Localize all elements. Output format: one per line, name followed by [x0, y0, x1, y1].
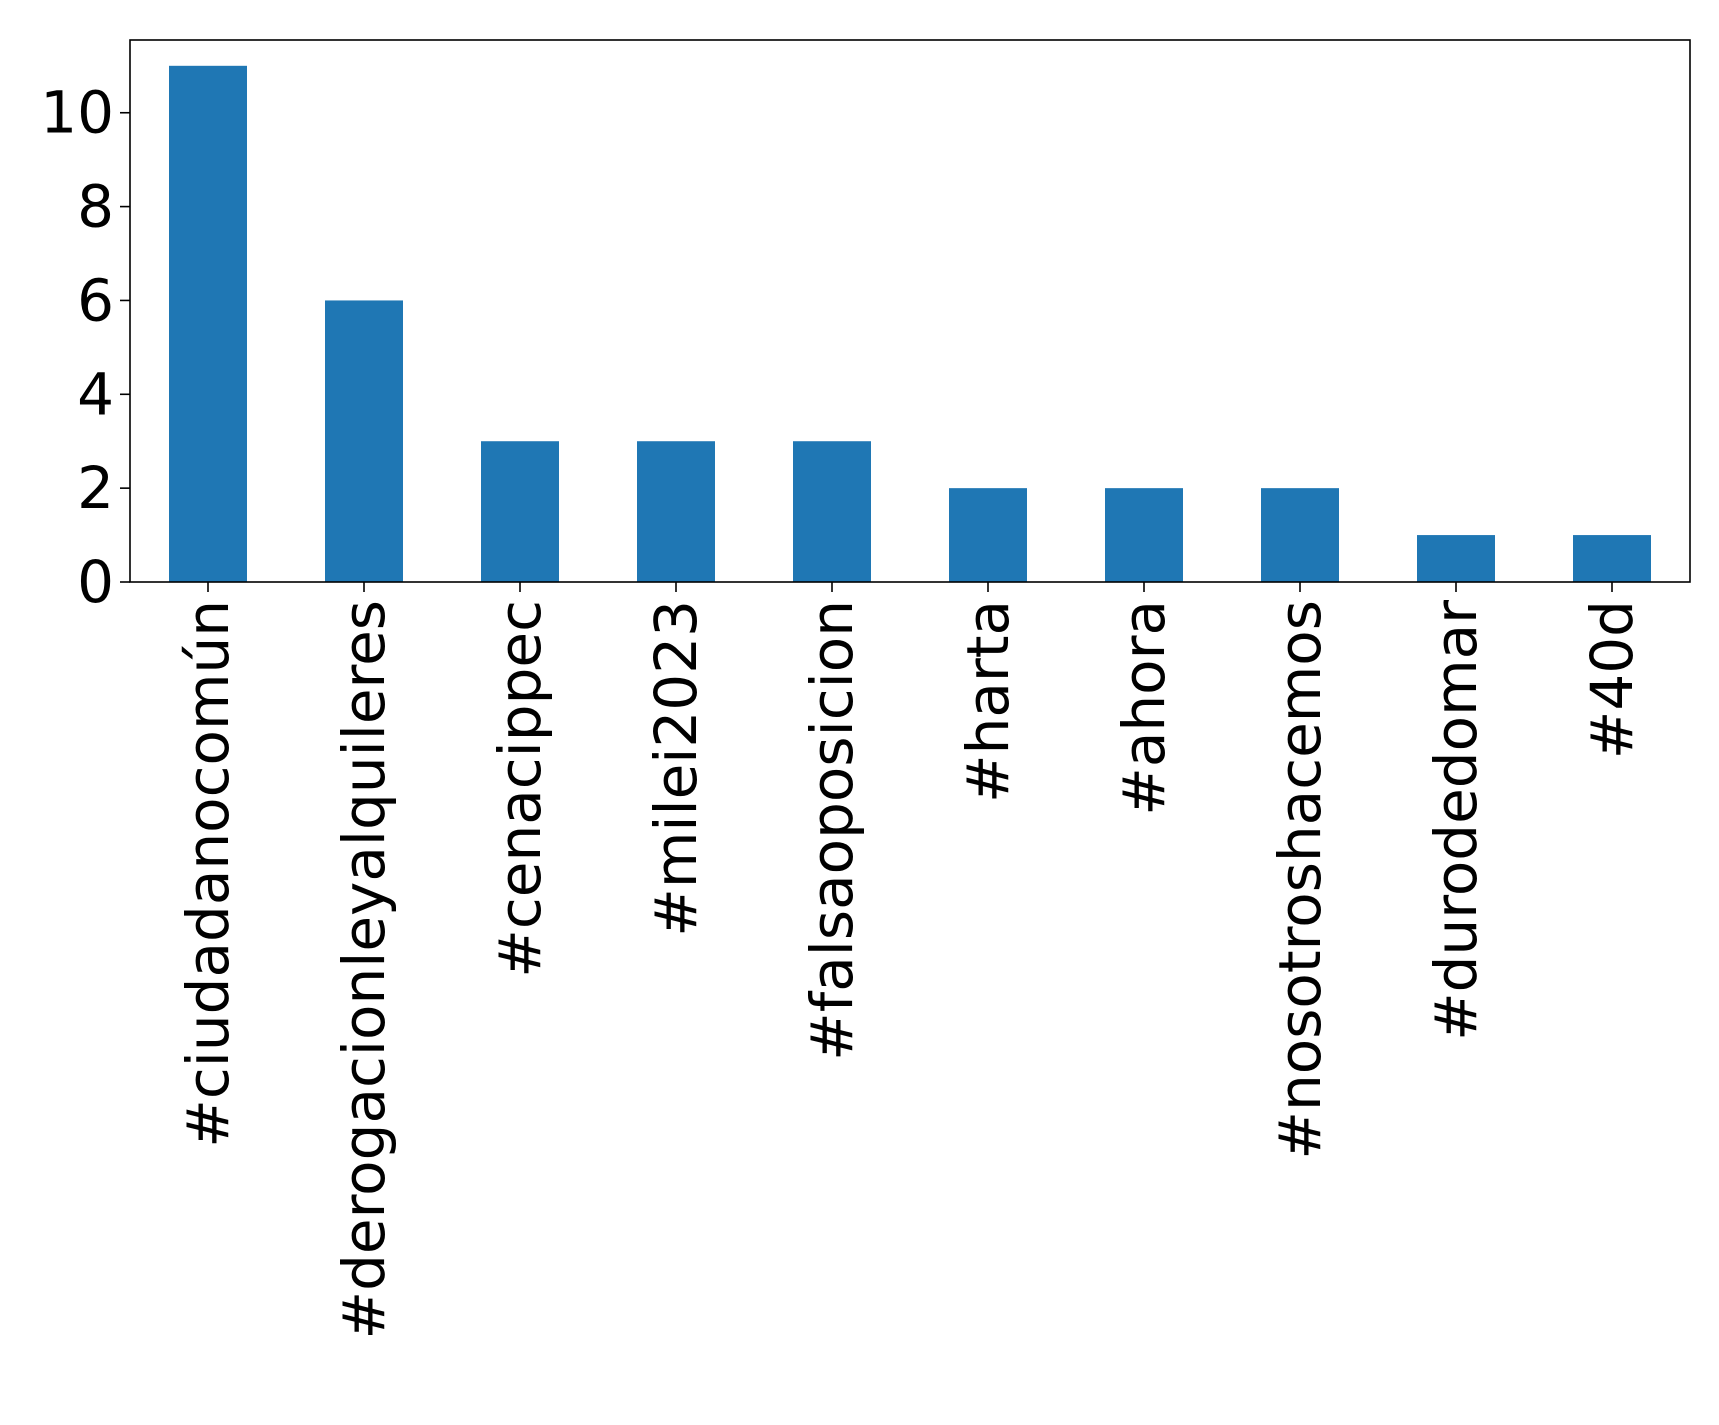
plot-frame [129, 39, 1691, 583]
x-tick-label: #40d [1578, 600, 1646, 759]
y-tick-label: 6 [77, 266, 114, 334]
x-tick-label: #ahora [1110, 600, 1178, 816]
x-tick-label: #cenacippec [486, 600, 554, 978]
x-tick-label: #milei2023 [642, 600, 710, 937]
y-axis: 0 2 4 6 8 10 [40, 79, 130, 616]
x-tick-label: #harta [954, 600, 1022, 803]
x-tick-label: #falsaoposicion [798, 600, 866, 1061]
y-tick-label: 8 [77, 173, 114, 241]
y-tick-label: 2 [77, 454, 114, 522]
bar-milei2023 [637, 441, 715, 582]
bar-cenacippec [481, 441, 559, 582]
bars-group [169, 65, 1651, 583]
bar-derogacionleyalquileres [325, 300, 403, 582]
bar-ciudadanocomún [169, 65, 247, 583]
y-tick-label: 0 [77, 548, 114, 616]
x-tick-label: #ciudadanocomún [174, 600, 242, 1148]
x-tick-label: #derogacionleyalquileres [330, 600, 398, 1340]
bar-harta [949, 488, 1027, 582]
y-tick-label: 4 [77, 360, 114, 428]
x-tick-label: #durodedomar [1422, 600, 1490, 1041]
bar-ahora [1105, 488, 1183, 582]
bar-40d [1573, 535, 1651, 582]
bar-falsaoposicion [793, 441, 871, 582]
x-axis: #ciudadanocomún #derogacionleyalquileres #… [174, 582, 1646, 1340]
y-tick-label: 10 [40, 79, 114, 147]
bar-durodedomar [1417, 535, 1495, 582]
bar-nosotroshacemos [1261, 488, 1339, 582]
x-tick-label: #nosotroshacemos [1266, 600, 1334, 1160]
